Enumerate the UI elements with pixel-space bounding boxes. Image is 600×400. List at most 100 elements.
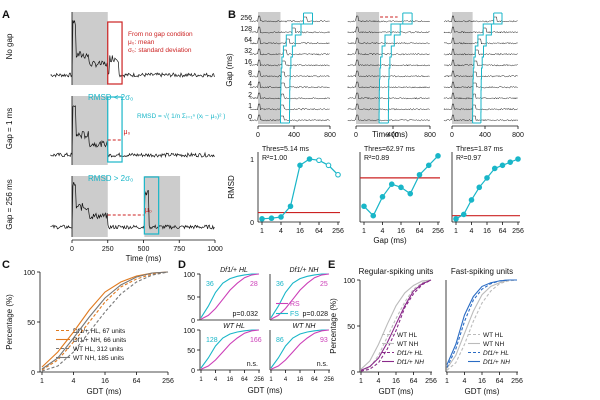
raster-trace xyxy=(249,26,330,34)
window-stair xyxy=(480,13,503,123)
subplot-title: Regular-spiking units xyxy=(359,267,434,276)
data-point xyxy=(425,162,432,169)
spike-trace xyxy=(50,19,215,78)
p-value: p=0.028 xyxy=(303,311,329,318)
r2-text: R²=1.00 xyxy=(262,155,287,162)
cdf-line xyxy=(41,271,169,371)
panel-c: C 0 50 100 1 4 16 64 256 Df1/+ HL, 67 units Df1/+ … xyxy=(2,259,174,396)
window-stair xyxy=(280,13,304,123)
axis-title: GDT (ms) xyxy=(379,387,414,396)
row-label: No gap xyxy=(5,33,14,59)
row-label: Gap = 1 ms xyxy=(5,108,14,150)
data-point xyxy=(278,214,284,220)
window-stair xyxy=(472,13,495,123)
subplot-title: Fast-spiking units xyxy=(451,267,513,276)
data-point xyxy=(484,175,490,181)
tick-label: 1 xyxy=(40,378,44,385)
subplot-title: Df1/+ HL xyxy=(220,267,248,274)
condition-text: RMSD > 2σ₀ xyxy=(88,174,133,183)
e-subplot: Fast-spiking units WT HL WT NH Df1/+ HL Df1/… xyxy=(445,267,523,385)
data-point xyxy=(515,156,521,162)
tick-label: 800 xyxy=(424,132,436,139)
tick-label: 400 xyxy=(479,132,491,139)
raster-trace xyxy=(249,48,330,56)
d-subplot: WT NH 86 93 n.s. 1 4 16 64 256 xyxy=(269,323,334,383)
raster-trace xyxy=(443,70,518,78)
trace-row: No gap xyxy=(5,12,215,85)
panel-letter: C xyxy=(2,259,10,271)
tick-label: 1 xyxy=(269,377,273,383)
raster-trace xyxy=(347,70,430,78)
tick-label: 1 xyxy=(199,377,203,383)
gap-label: 32 xyxy=(244,48,252,55)
rs-line xyxy=(200,273,260,320)
data-point xyxy=(306,156,313,162)
annotation-text: From no gap condition xyxy=(128,31,193,38)
rs-line xyxy=(200,329,260,370)
tick-label: 1000 xyxy=(207,246,223,253)
tick-label: 64 xyxy=(311,377,318,383)
gap-label: 16 xyxy=(244,59,252,66)
cdf-line xyxy=(446,279,517,369)
tick-label: 16 xyxy=(227,377,234,383)
legend-label: Df1/+ HL xyxy=(397,350,423,357)
window-box xyxy=(107,96,123,163)
annotation-text: μ₀: mean xyxy=(128,39,155,46)
p-value: n.s. xyxy=(317,361,328,368)
stimulus-shade xyxy=(72,96,108,165)
threshold-text: Thres=62.97 ms xyxy=(364,146,415,153)
tick-label: 4 xyxy=(72,378,76,385)
axis-title: Gap (ms) xyxy=(373,236,407,245)
gap-label: 2 xyxy=(248,92,252,99)
raster-trace xyxy=(443,37,518,45)
tick-label: 1 xyxy=(359,378,363,385)
tick-label: 16 xyxy=(397,228,405,235)
tick-label: 64 xyxy=(496,378,504,385)
gap-label: 8 xyxy=(248,70,252,77)
r2-text: R²=0.97 xyxy=(456,155,481,162)
tick-label: 64 xyxy=(416,228,424,235)
cdf-line xyxy=(446,279,517,365)
n-rs-label: 28 xyxy=(250,281,258,288)
tick-label: 256 xyxy=(432,228,444,235)
data-point xyxy=(370,212,377,219)
fs-line xyxy=(200,273,259,318)
tick-label: 16 xyxy=(296,228,304,235)
n-fs-label: 36 xyxy=(206,281,214,288)
cdf-line xyxy=(360,279,432,370)
raster-trace xyxy=(347,59,430,67)
n-rs-label: 93 xyxy=(320,337,328,344)
raster-trace xyxy=(249,37,330,45)
gap-label: 128 xyxy=(240,26,252,33)
tick-label: 800 xyxy=(324,132,336,139)
tick-label: 256 xyxy=(511,378,523,385)
threshold-text: Thres=1.87 ms xyxy=(456,146,503,153)
rs-line xyxy=(270,329,330,370)
tick-label: 0 xyxy=(70,246,74,253)
panel-e: E Regular-spiking units WT HL WT NH Df1/+ HL… xyxy=(328,259,523,396)
tick-label: 16 xyxy=(101,378,109,385)
tick-label: 4 xyxy=(381,228,385,235)
tick-label: 0 xyxy=(191,318,195,325)
legend-label: Df1/+ NH xyxy=(397,359,424,366)
cdf-line xyxy=(360,279,432,372)
legend-label: WT HL xyxy=(483,332,503,339)
legend-label: WT NH xyxy=(397,341,418,348)
raster-trace xyxy=(443,48,518,56)
tick-label: 0 xyxy=(351,370,355,377)
raster-trace xyxy=(347,48,430,56)
legend-label: WT HL xyxy=(397,332,417,339)
tick-label: 64 xyxy=(410,378,418,385)
tick-label: 256 xyxy=(512,228,524,235)
window-box xyxy=(107,21,123,85)
n-fs-label: 128 xyxy=(206,337,218,344)
tick-label: 16 xyxy=(297,377,304,383)
tick-label: 50 xyxy=(187,348,195,355)
data-point xyxy=(379,194,386,200)
raster-trace xyxy=(443,15,518,23)
n-fs-label: 86 xyxy=(276,337,284,344)
d-subplot: WT HL 128 166 n.s. 0 50 100 1 4 16 64 256 xyxy=(183,323,264,383)
window-stair xyxy=(378,13,404,123)
tick-label: 256 xyxy=(162,378,174,385)
axis-title: Percentage (%) xyxy=(5,294,14,350)
